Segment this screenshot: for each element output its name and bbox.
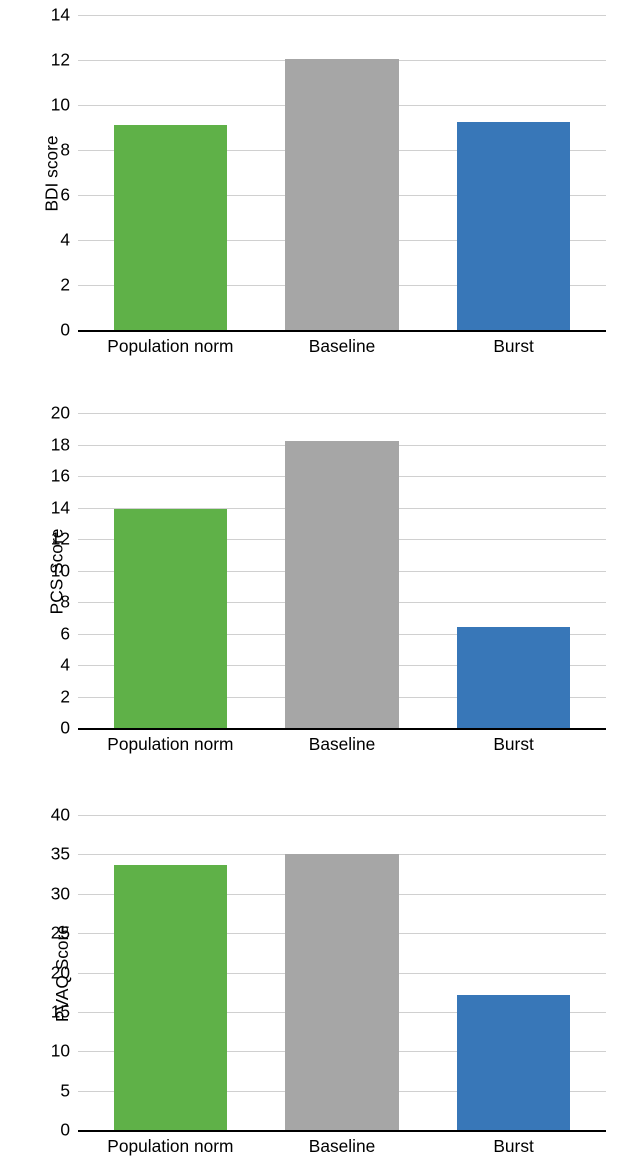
y-axis-label: PVAQ Score <box>14 963 34 984</box>
y-tick-label: 0 <box>60 718 78 739</box>
y-tick-label: 4 <box>60 655 78 676</box>
bar-population-norm <box>114 125 228 330</box>
bar-baseline <box>285 59 399 330</box>
gridline <box>78 413 606 414</box>
bar-baseline <box>285 441 399 728</box>
x-tick-label: Population norm <box>107 1130 233 1157</box>
x-tick-label: Baseline <box>309 330 375 357</box>
y-tick-label: 2 <box>60 275 78 296</box>
y-tick-label: 12 <box>51 50 78 71</box>
gridline <box>78 815 606 816</box>
x-tick-label: Population norm <box>107 728 233 755</box>
y-tick-label: 6 <box>60 185 78 206</box>
x-tick-label: Baseline <box>309 728 375 755</box>
y-tick-label: 10 <box>51 1041 78 1062</box>
chart-panel-pcs: PCS Score02468101214161820Population nor… <box>0 398 630 768</box>
plot-area: 02468101214161820Population normBaseline… <box>78 413 606 730</box>
y-tick-label: 0 <box>60 320 78 341</box>
y-tick-label: 40 <box>51 805 78 826</box>
y-tick-label: 30 <box>51 883 78 904</box>
y-tick-label: 18 <box>51 434 78 455</box>
x-tick-label: Burst <box>493 1130 533 1157</box>
chart-panel-bdi: BDI score02468101214Population normBasel… <box>0 0 630 370</box>
plot-area: 02468101214Population normBaselineBurst <box>78 15 606 332</box>
bar-burst <box>457 995 571 1130</box>
bar-population-norm <box>114 509 228 728</box>
chart-panel-pvaq: PVAQ Score0510152025303540Population nor… <box>0 800 630 1170</box>
y-tick-label: 16 <box>51 466 78 487</box>
y-tick-label: 8 <box>60 140 78 161</box>
y-tick-label: 4 <box>60 230 78 251</box>
y-tick-label: 8 <box>60 592 78 613</box>
x-tick-label: Burst <box>493 330 533 357</box>
bar-baseline <box>285 854 399 1130</box>
y-tick-label: 14 <box>51 5 78 26</box>
y-tick-label: 15 <box>51 1001 78 1022</box>
x-tick-label: Burst <box>493 728 533 755</box>
y-tick-label: 10 <box>51 560 78 581</box>
x-tick-label: Population norm <box>107 330 233 357</box>
x-tick-label: Baseline <box>309 1130 375 1157</box>
gridline <box>78 15 606 16</box>
y-axis-label: BDI score <box>14 163 34 184</box>
plot-area: 0510152025303540Population normBaselineB… <box>78 815 606 1132</box>
y-tick-label: 5 <box>60 1080 78 1101</box>
y-tick-label: 6 <box>60 623 78 644</box>
bar-burst <box>457 122 571 330</box>
y-tick-label: 14 <box>51 497 78 518</box>
y-tick-label: 20 <box>51 962 78 983</box>
y-tick-label: 25 <box>51 923 78 944</box>
y-axis-label: PCS Score <box>14 561 34 582</box>
y-tick-label: 12 <box>51 529 78 550</box>
y-tick-label: 2 <box>60 686 78 707</box>
y-tick-label: 20 <box>51 403 78 424</box>
y-tick-label: 0 <box>60 1120 78 1141</box>
bar-population-norm <box>114 865 228 1130</box>
y-tick-label: 10 <box>51 95 78 116</box>
bar-burst <box>457 627 571 728</box>
y-tick-label: 35 <box>51 844 78 865</box>
